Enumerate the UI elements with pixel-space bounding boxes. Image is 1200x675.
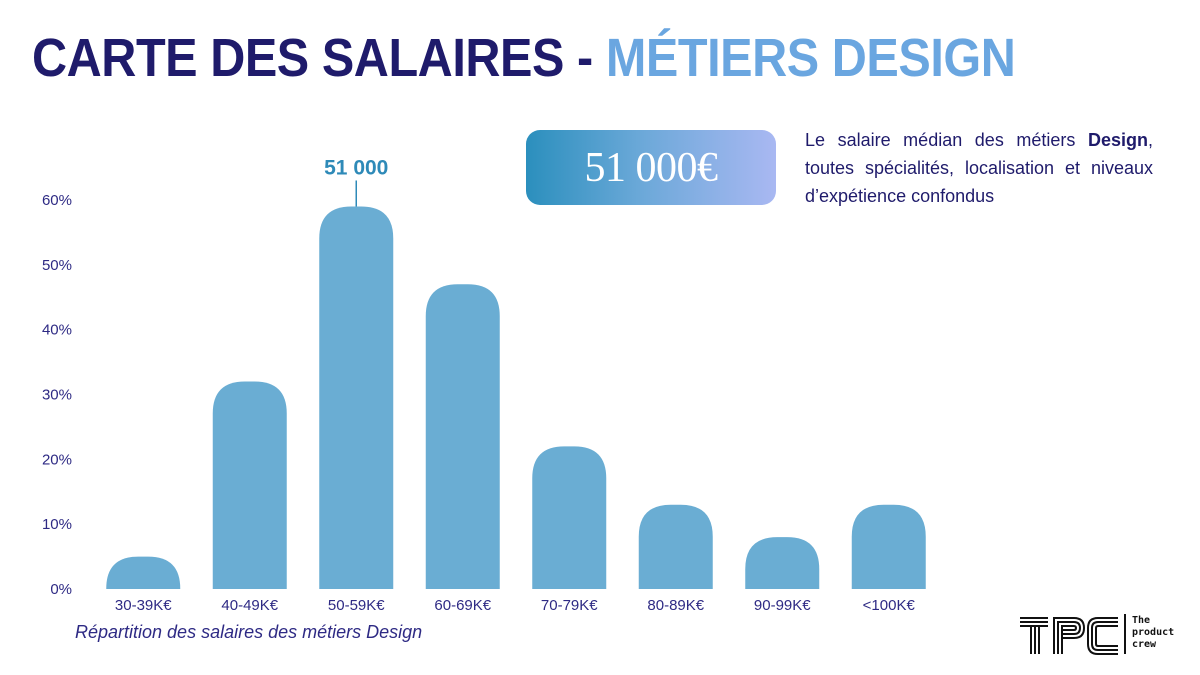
chart-caption: Répartition des salaires des métiers Des… [75, 622, 423, 642]
x-tick-label: <100K€ [863, 597, 916, 614]
salary-distribution-chart: 0% 10% 20% 30% 40% 50% 60% 30-39K€ 40-49K€ 50-59K… [42, 156, 926, 614]
y-tick-label: 30% [42, 387, 72, 404]
bar-40-49K€ [212, 381, 287, 589]
median-desc-after: , toutes spécialités, localisation et ni… [805, 130, 1153, 206]
logo-line-2: product [1132, 627, 1175, 638]
y-tick-label: 40% [42, 322, 72, 339]
x-tick-label: 40-49K€ [221, 597, 278, 614]
annotation-label: 51 000 [324, 156, 388, 179]
y-tick-label: 50% [42, 257, 72, 274]
x-tick-label: 60-69K€ [434, 597, 491, 614]
tpc-logo: The product crew [1018, 612, 1188, 658]
y-tick-label: 10% [42, 516, 72, 533]
bar-70-79K€ [532, 446, 607, 589]
bar-60-69K€ [425, 284, 500, 589]
y-tick-label: 20% [42, 451, 72, 468]
title-main: CARTE DES SALAIRES [32, 28, 564, 88]
page-title: CARTE DES SALAIRES - MÉTIERS DESIGN [32, 22, 1016, 94]
x-tick-label: 50-59K€ [328, 597, 385, 614]
logo-text: The product crew [1132, 615, 1192, 651]
median-desc-before: Le salaire médian des métiers [805, 130, 1088, 150]
logo-divider [1124, 614, 1126, 654]
bar-90-99K€ [745, 537, 820, 589]
median-desc-bold: Design [1087, 130, 1148, 150]
x-tick-label: 30-39K€ [115, 597, 172, 614]
bar-<100K€ [851, 504, 926, 589]
median-description: Le salaire médian des métiers Design, to… [805, 126, 1153, 210]
x-tick-label: 90-99K€ [754, 597, 811, 614]
bar-50-59K€ [319, 206, 394, 589]
title-accent: MÉTIERS DESIGN [605, 28, 1016, 88]
median-salary-badge: 51 000€ [526, 130, 776, 205]
x-tick-label: 70-79K€ [541, 597, 598, 614]
bar-30-39K€ [106, 556, 181, 589]
tpc-logo-mark [1020, 617, 1118, 655]
x-tick-label: 80-89K€ [647, 597, 704, 614]
title-separator: - [577, 28, 593, 88]
y-tick-label: 0% [50, 581, 72, 598]
logo-line-3: crew [1132, 639, 1157, 650]
y-tick-label: 60% [42, 192, 72, 209]
logo-line-1: The [1132, 615, 1151, 626]
bar-80-89K€ [638, 504, 713, 589]
